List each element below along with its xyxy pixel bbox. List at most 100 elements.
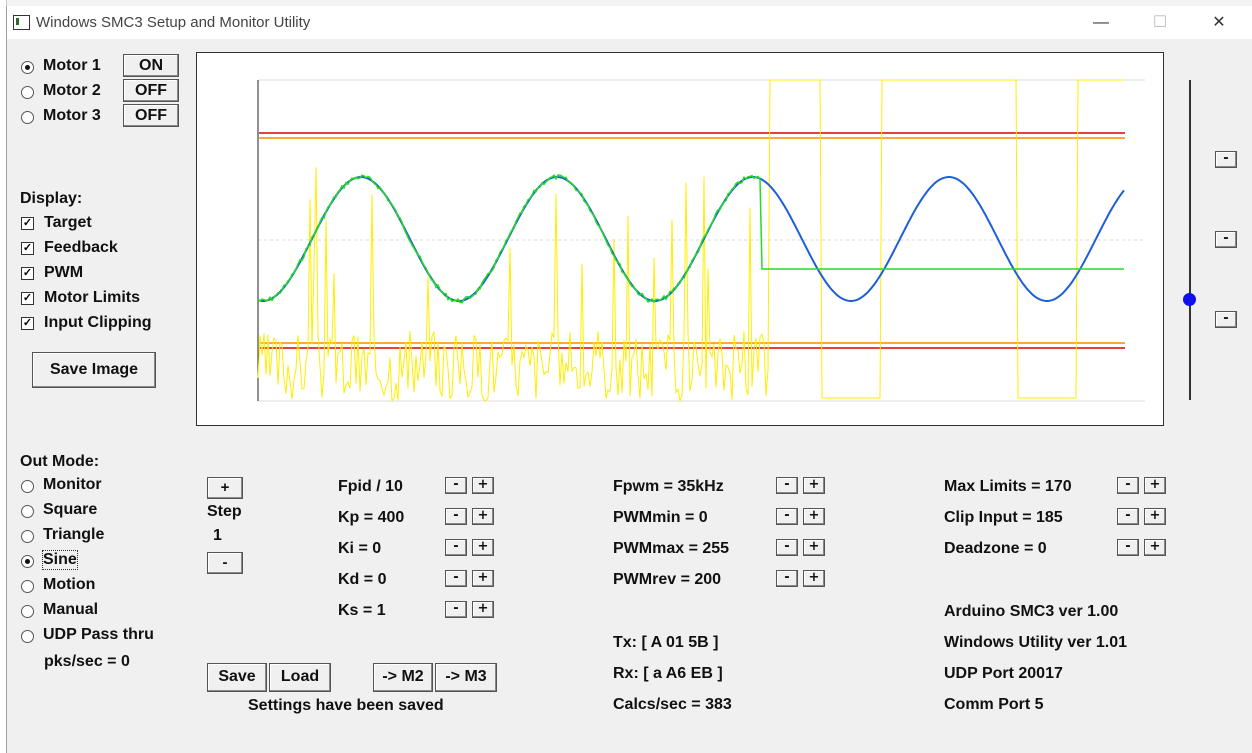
motor-1-radio[interactable] — [21, 61, 34, 74]
mode-udp-label: UDP Pass thru — [43, 626, 154, 643]
max-limits-plus-button[interactable]: + — [1144, 477, 1166, 494]
clip-input-plus-button[interactable]: + — [1144, 508, 1166, 525]
copy-to-m2-button[interactable]: -> M2 — [373, 663, 433, 692]
fpwm-plus-button[interactable]: + — [803, 477, 825, 494]
mode-monitor-radio[interactable] — [21, 480, 34, 493]
pwmmax-plus-button[interactable]: + — [803, 539, 825, 556]
minimize-button[interactable]: — — [1093, 14, 1109, 31]
pwm-label: PWM — [44, 264, 84, 281]
maximize-button[interactable]: ☐ — [1152, 14, 1168, 31]
pwm-checkbox[interactable]: ✓ — [21, 267, 34, 280]
input-clipping-label: Input Clipping — [44, 314, 152, 331]
mode-motion-radio[interactable] — [21, 580, 34, 593]
waveform-graph — [257, 79, 1145, 403]
mode-sine-label: Sine — [42, 550, 78, 570]
pwmmin-minus-button[interactable]: - — [776, 508, 798, 525]
motor-2-label: Motor 2 — [43, 82, 101, 99]
mode-manual-radio[interactable] — [21, 605, 34, 618]
fpid-label: Fpid / 10 — [338, 478, 403, 495]
deadzone-label: Deadzone = 0 — [944, 540, 1047, 557]
mode-sine-radio[interactable] — [21, 555, 34, 568]
motor-3-radio[interactable] — [21, 111, 34, 124]
deadzone-minus-button[interactable]: - — [1117, 539, 1139, 556]
out-mode-heading: Out Mode: — [20, 453, 100, 470]
kp-minus-button[interactable]: - — [445, 508, 467, 525]
max-limits-minus-button[interactable]: - — [1117, 477, 1139, 494]
fpwm-minus-button[interactable]: - — [776, 477, 798, 494]
mode-square-radio[interactable] — [21, 505, 34, 518]
copy-to-m3-button[interactable]: -> M3 — [435, 663, 497, 692]
mode-udp-radio[interactable] — [21, 630, 34, 643]
background-window-strip — [0, 0, 1252, 6]
utility-version: Windows Utility ver 1.01 — [944, 634, 1128, 651]
kd-plus-button[interactable]: + — [472, 570, 494, 587]
limit-lines — [259, 132, 1125, 349]
save-button[interactable]: Save — [207, 663, 267, 692]
status-message: Settings have been saved — [248, 697, 444, 714]
side-button-middle[interactable]: - — [1215, 231, 1237, 248]
motor-3-toggle-button[interactable]: OFF — [123, 104, 179, 127]
window-title: Windows SMC3 Setup and Monitor Utility — [36, 14, 311, 31]
pwmrev-plus-button[interactable]: + — [803, 570, 825, 587]
clip-input-label: Clip Input = 185 — [944, 509, 1063, 526]
ks-minus-button[interactable]: - — [445, 601, 467, 618]
ki-plus-button[interactable]: + — [472, 539, 494, 556]
mode-triangle-radio[interactable] — [21, 530, 34, 543]
position-slider-handle[interactable] — [1183, 293, 1196, 306]
target-checkbox[interactable]: ✓ — [21, 217, 34, 230]
pwmmin-plus-button[interactable]: + — [803, 508, 825, 525]
fpid-minus-button[interactable]: - — [445, 477, 467, 494]
smc3-window: Windows SMC3 Setup and Monitor Utility —… — [6, 6, 1252, 753]
mode-triangle-label: Triangle — [43, 526, 105, 543]
feedback-trace — [257, 173, 1124, 304]
mode-manual-label: Manual — [43, 601, 99, 618]
input-clipping-checkbox[interactable]: ✓ — [21, 317, 34, 330]
kp-plus-button[interactable]: + — [472, 508, 494, 525]
tx-readout: Tx: [ A 01 5B ] — [613, 634, 719, 651]
motor-2-toggle-button[interactable]: OFF — [123, 79, 179, 102]
side-button-top[interactable]: - — [1215, 151, 1237, 168]
motor-3-label: Motor 3 — [43, 107, 101, 124]
deadzone-plus-button[interactable]: + — [1144, 539, 1166, 556]
motor-1-toggle-button[interactable]: ON — [123, 54, 179, 77]
comm-port: Comm Port 5 — [944, 696, 1044, 713]
pwmrev-label: PWMrev = 200 — [613, 571, 722, 588]
step-label: Step — [207, 503, 242, 520]
fpid-plus-button[interactable]: + — [472, 477, 494, 494]
kd-label: Kd = 0 — [338, 571, 387, 588]
title-bar: Windows SMC3 Setup and Monitor Utility —… — [7, 6, 1252, 39]
motor-limits-checkbox[interactable]: ✓ — [21, 292, 34, 305]
plot-area — [196, 52, 1164, 426]
pwmmax-label: PWMmax = 255 — [613, 540, 730, 557]
motor-2-radio[interactable] — [21, 86, 34, 99]
load-button[interactable]: Load — [269, 663, 331, 692]
step-value: 1 — [213, 527, 222, 544]
kp-label: Kp = 400 — [338, 509, 405, 526]
side-button-bottom[interactable]: - — [1215, 311, 1237, 328]
mode-motion-label: Motion — [43, 576, 96, 593]
motor-1-label: Motor 1 — [43, 57, 101, 74]
save-image-button[interactable]: Save Image — [32, 352, 156, 388]
pwmmin-label: PWMmin = 0 — [613, 509, 708, 526]
mode-square-label: Square — [43, 501, 98, 518]
step-plus-button[interactable]: + — [207, 477, 243, 499]
udp-port: UDP Port 20017 — [944, 665, 1063, 682]
pwmrev-minus-button[interactable]: - — [776, 570, 798, 587]
position-slider-track[interactable] — [1189, 80, 1191, 400]
clip-input-minus-button[interactable]: - — [1117, 508, 1139, 525]
step-minus-button[interactable]: - — [207, 552, 243, 574]
ks-label: Ks = 1 — [338, 602, 386, 619]
target-label: Target — [44, 214, 92, 231]
app-icon — [13, 15, 30, 30]
ks-plus-button[interactable]: + — [472, 601, 494, 618]
ki-minus-button[interactable]: - — [445, 539, 467, 556]
close-button[interactable]: ✕ — [1212, 14, 1226, 31]
rx-readout: Rx: [ a A6 EB ] — [613, 665, 723, 682]
pwm-trace — [257, 79, 1124, 403]
feedback-label: Feedback — [44, 239, 118, 256]
kd-minus-button[interactable]: - — [445, 570, 467, 587]
pwmmax-minus-button[interactable]: - — [776, 539, 798, 556]
calcs-per-sec: Calcs/sec = 383 — [613, 696, 732, 713]
feedback-checkbox[interactable]: ✓ — [21, 242, 34, 255]
ki-label: Ki = 0 — [338, 540, 382, 557]
